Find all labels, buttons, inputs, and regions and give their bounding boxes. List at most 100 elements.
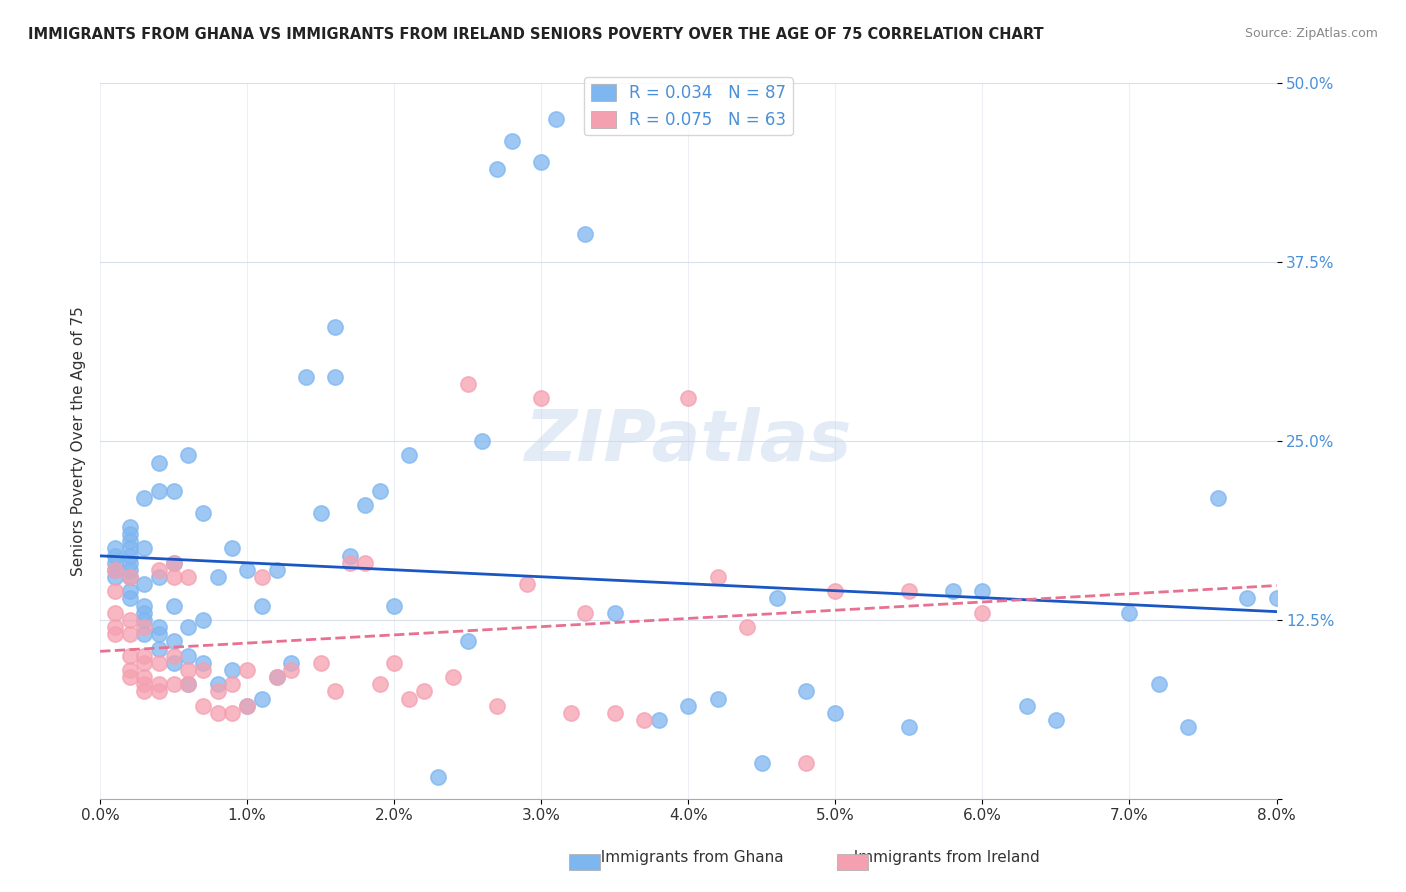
Point [325, 319, 347, 334]
Point [221, 706, 243, 720]
Point [382, 656, 405, 670]
Point [1147, 677, 1170, 691]
Point [148, 484, 170, 499]
Point [163, 556, 186, 570]
Point [794, 684, 817, 698]
Point [457, 634, 479, 648]
Point [942, 584, 965, 599]
Point [457, 376, 479, 391]
Point [134, 620, 156, 634]
Text: Immigrants from Ireland: Immigrants from Ireland [844, 850, 1039, 865]
Point [972, 584, 994, 599]
Point [134, 541, 156, 556]
Point [221, 541, 243, 556]
Point [603, 706, 626, 720]
Point [118, 627, 141, 641]
Point [148, 677, 170, 691]
Point [1206, 491, 1229, 506]
Point [897, 720, 920, 734]
Point [163, 634, 186, 648]
Point [250, 570, 273, 584]
Point [236, 663, 259, 677]
Point [118, 541, 141, 556]
Point [134, 656, 156, 670]
Point [530, 391, 553, 405]
Point [441, 670, 464, 684]
Point [280, 656, 302, 670]
Point [104, 627, 127, 641]
Point [148, 456, 170, 470]
Point [824, 584, 846, 599]
Point [134, 627, 156, 641]
Point [368, 677, 391, 691]
Point [148, 641, 170, 656]
Point [678, 698, 700, 713]
Point [104, 620, 127, 634]
Y-axis label: Seniors Poverty Over the Age of 75: Seniors Poverty Over the Age of 75 [72, 306, 86, 576]
Point [134, 606, 156, 620]
Text: Source: ZipAtlas.com: Source: ZipAtlas.com [1244, 27, 1378, 40]
Point [134, 613, 156, 627]
Point [134, 684, 156, 698]
Point [118, 570, 141, 584]
Point [1236, 591, 1258, 606]
Point [118, 570, 141, 584]
Point [398, 691, 420, 706]
Point [325, 684, 347, 698]
Legend: R = 0.034   N = 87, R = 0.075   N = 63: R = 0.034 N = 87, R = 0.075 N = 63 [583, 78, 793, 136]
Point [382, 599, 405, 613]
Point [163, 648, 186, 663]
Point [177, 648, 200, 663]
Point [824, 706, 846, 720]
Point [633, 713, 655, 727]
Point [765, 591, 787, 606]
Point [191, 663, 214, 677]
Point [118, 549, 141, 563]
Point [148, 656, 170, 670]
Point [134, 677, 156, 691]
Point [118, 563, 141, 577]
Point [897, 584, 920, 599]
Point [972, 606, 994, 620]
Point [118, 648, 141, 663]
Point [118, 591, 141, 606]
Point [134, 491, 156, 506]
Point [735, 620, 758, 634]
Point [560, 706, 582, 720]
Point [177, 570, 200, 584]
Point [134, 670, 156, 684]
Point [530, 155, 553, 169]
Point [1118, 606, 1140, 620]
Point [134, 648, 156, 663]
Point [221, 663, 243, 677]
Point [207, 684, 229, 698]
Point [104, 606, 127, 620]
Point [1177, 720, 1199, 734]
Point [325, 369, 347, 384]
Point [574, 227, 596, 241]
Point [177, 677, 200, 691]
Point [678, 391, 700, 405]
Point [236, 698, 259, 713]
Point [163, 556, 186, 570]
Point [163, 599, 186, 613]
Point [104, 584, 127, 599]
Point [1045, 713, 1067, 727]
Point [280, 663, 302, 677]
Point [516, 577, 538, 591]
Point [104, 570, 127, 584]
Text: ZIPatlas: ZIPatlas [524, 407, 852, 475]
Point [353, 556, 375, 570]
Point [751, 756, 773, 770]
Point [266, 563, 288, 577]
Point [118, 613, 141, 627]
Point [236, 698, 259, 713]
Point [163, 656, 186, 670]
Point [486, 698, 509, 713]
Point [148, 570, 170, 584]
Point [148, 684, 170, 698]
Point [427, 770, 450, 784]
Point [104, 541, 127, 556]
Point [118, 556, 141, 570]
Point [163, 677, 186, 691]
